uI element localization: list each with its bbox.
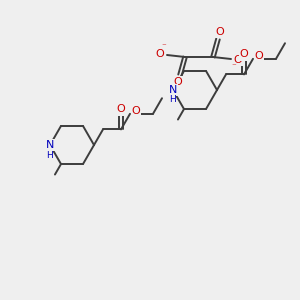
Text: H: H [46, 151, 53, 160]
Text: N: N [46, 140, 54, 150]
Text: O: O [255, 51, 263, 61]
Text: O: O [174, 77, 182, 87]
Text: O: O [156, 49, 164, 59]
Text: O: O [117, 104, 125, 114]
Text: O: O [132, 106, 140, 116]
Text: ⁻: ⁻ [162, 43, 167, 52]
Text: O: O [234, 55, 242, 65]
Text: O: O [240, 50, 248, 59]
Text: H: H [169, 95, 176, 104]
Text: O: O [216, 27, 224, 37]
Text: N: N [169, 85, 177, 95]
Text: ⁻: ⁻ [232, 62, 236, 71]
